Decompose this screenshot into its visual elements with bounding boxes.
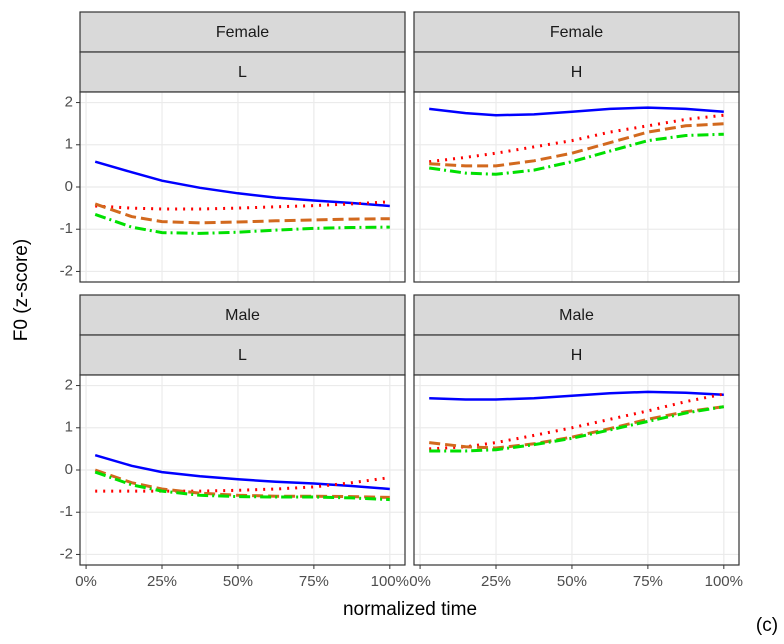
x-tick-label: 25% bbox=[481, 573, 511, 590]
panel-border bbox=[79, 91, 406, 283]
y-tick-label: -2 bbox=[60, 545, 73, 562]
strip-label: Female bbox=[550, 24, 603, 41]
y-tick-label: -2 bbox=[60, 262, 73, 279]
series-line bbox=[429, 392, 725, 451]
y-tick-label: 1 bbox=[65, 136, 73, 153]
strip bbox=[79, 294, 406, 336]
series-line bbox=[94, 212, 390, 235]
x-tick-label: 100% bbox=[705, 573, 743, 590]
x-tick-label: 75% bbox=[299, 573, 329, 590]
x-tick-label: 50% bbox=[223, 573, 253, 590]
series-line bbox=[429, 405, 724, 450]
series-line bbox=[429, 390, 724, 401]
x-axis-title: normalized time bbox=[343, 599, 477, 620]
x-tick-label: 50% bbox=[557, 573, 587, 590]
x-tick-label: 25% bbox=[147, 573, 177, 590]
strip-label: H bbox=[571, 347, 583, 364]
strip bbox=[413, 11, 740, 53]
series-line bbox=[428, 132, 724, 176]
series-line bbox=[429, 113, 724, 164]
series-line bbox=[94, 453, 390, 491]
panel-border bbox=[413, 91, 740, 283]
strip-label: Male bbox=[225, 307, 260, 324]
strip bbox=[79, 11, 406, 53]
strip bbox=[413, 334, 740, 376]
series-line bbox=[429, 106, 724, 117]
panel-border bbox=[79, 374, 406, 566]
strip-label: H bbox=[571, 64, 583, 81]
y-axis-title: F0 (z-score) bbox=[11, 239, 32, 341]
y-tick-label: -1 bbox=[60, 503, 73, 520]
y-tick-label: 0 bbox=[65, 461, 73, 478]
series-line bbox=[94, 470, 390, 502]
y-tick-label: -1 bbox=[60, 220, 73, 237]
y-tick-label: 1 bbox=[65, 419, 73, 436]
strip-label: Male bbox=[559, 307, 594, 324]
y-tick-label: 2 bbox=[65, 94, 73, 111]
series-line bbox=[429, 405, 725, 453]
panel-border bbox=[413, 374, 740, 566]
x-tick-label: 75% bbox=[633, 573, 663, 590]
caption: (c) bbox=[756, 615, 778, 636]
strip bbox=[79, 51, 406, 93]
series-line bbox=[429, 122, 724, 168]
strip-label: L bbox=[238, 347, 247, 364]
series-line bbox=[94, 202, 390, 225]
x-tick-label: 0% bbox=[75, 573, 97, 590]
y-tick-label: 2 bbox=[65, 377, 73, 394]
y-tick-label: 0 bbox=[65, 178, 73, 195]
strip-label: L bbox=[238, 64, 247, 81]
strip bbox=[413, 51, 740, 93]
x-tick-label: 100% bbox=[371, 573, 409, 590]
strip bbox=[413, 294, 740, 336]
strip-label: Female bbox=[216, 24, 269, 41]
x-tick-label: 0% bbox=[409, 573, 431, 590]
series-line bbox=[94, 160, 390, 208]
